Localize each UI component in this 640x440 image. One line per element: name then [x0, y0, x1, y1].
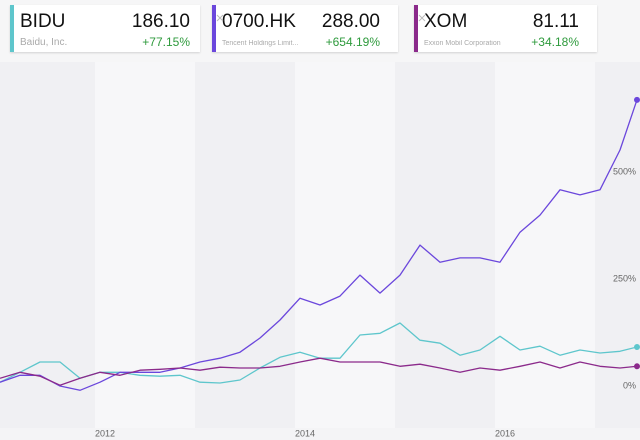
- company: Exxon Mobil Corporation: [424, 40, 501, 47]
- end-dot: [634, 344, 640, 351]
- close-button[interactable]: [216, 14, 224, 22]
- band: [295, 62, 395, 428]
- ticker: 0700.HK: [222, 11, 296, 32]
- y-tick-label: 0%: [623, 381, 636, 391]
- x-tick-label: 2014: [295, 428, 315, 438]
- y-tick-label: 250%: [613, 273, 636, 283]
- card[interactable]: 0700.HK 288.00 Tencent Holdings Limit...…: [212, 5, 398, 52]
- band: [95, 62, 195, 428]
- change: +654.19%: [325, 35, 380, 49]
- series-line: [0, 357, 638, 386]
- ticker: BIDU: [20, 11, 66, 32]
- change: +77.15%: [142, 35, 190, 49]
- end-dot: [634, 363, 640, 370]
- close-button[interactable]: [418, 14, 426, 22]
- card[interactable]: XOM 81.11 Exxon Mobil Corporation +34.18…: [414, 5, 597, 52]
- card[interactable]: BIDU 186.10 Baidu, Inc. +77.15%: [10, 5, 200, 52]
- end-dot: [634, 96, 640, 103]
- y-tick-label: 500%: [613, 166, 636, 176]
- x-tick-label: 2016: [495, 428, 515, 438]
- price: 81.11: [532, 11, 579, 32]
- change: +34.18%: [531, 35, 579, 49]
- company: Tencent Holdings Limit...: [222, 40, 299, 47]
- x-tick-label: 2012: [95, 428, 115, 438]
- x-axis-bg: [0, 428, 640, 440]
- price: 288.00: [321, 11, 380, 32]
- band: [495, 62, 595, 428]
- ticker: XOM: [424, 11, 468, 32]
- series-line: [0, 99, 638, 391]
- company: Baidu, Inc.: [20, 37, 68, 48]
- price: 186.10: [131, 11, 190, 32]
